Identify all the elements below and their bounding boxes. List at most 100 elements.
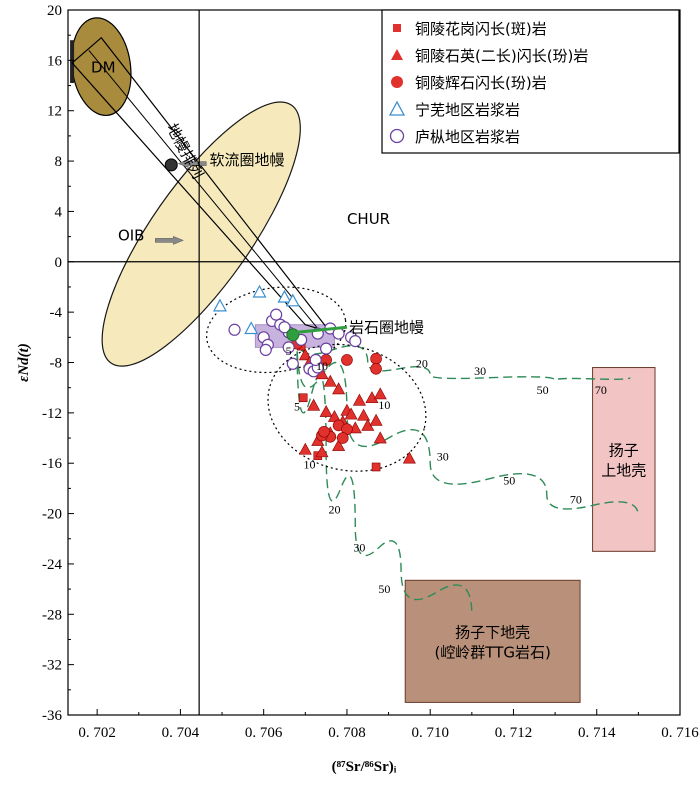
region-扬子上地壳: [592, 367, 656, 552]
xtick-label-0: 0. 702: [78, 725, 116, 741]
xtick-label-5: 0. 712: [495, 725, 533, 741]
region-label-扬子上地壳-1: 上地壳: [601, 461, 646, 479]
point-4-7: [259, 343, 272, 357]
ellipse-tongling: [267, 343, 427, 472]
point-1-18: [369, 413, 383, 426]
legend-marker-0: [393, 24, 401, 32]
ytick-label-6: -4: [50, 305, 63, 321]
legend-label-2: 铜陵辉石闪长(玢)岩: [415, 74, 547, 92]
y-axis-label: εNd(t): [16, 343, 32, 382]
inner-label-0: 5: [286, 344, 292, 358]
point-3-1: [252, 284, 267, 298]
xtick-label-4: 0. 710: [411, 725, 449, 741]
point-1-8: [357, 408, 371, 421]
ytick-label-2: 12: [47, 104, 62, 120]
xtick-label-2: 0. 706: [245, 725, 283, 741]
lithospheric-mantle-pointer: [296, 325, 348, 334]
ytick-label-10: -20: [42, 507, 62, 523]
inner-label-4: 10: [303, 457, 315, 471]
data-points-layer: [155, 158, 416, 472]
point-1-19: [344, 407, 358, 420]
region-label-扬子下地壳-1: (崆岭群TTG岩石): [434, 643, 550, 661]
point-3-0: [212, 298, 227, 312]
ytick-label-1: 16: [47, 53, 63, 69]
point-3-2: [277, 289, 292, 303]
xtick-label-3: 0. 708: [328, 725, 366, 741]
legend-box: [381, 9, 680, 154]
point-4-15: [278, 321, 291, 334]
mixing-tick-curve-1-1: 30: [474, 364, 486, 378]
mixing-tick-curve-3-1: 30: [353, 540, 365, 554]
arrow-oib: [155, 236, 184, 245]
point-1-10: [373, 387, 387, 400]
point-1-4: [332, 382, 346, 395]
mixing-tick-curve-2-2: 70: [570, 493, 582, 507]
point-1-24: [315, 445, 329, 458]
ytick-label-9: -16: [42, 456, 62, 472]
mantle-array-band: [71, 36, 332, 334]
axes-layer: 0. 702 0. 704 0. 706 0. 708 0. 710 0. 712 0. 7…: [16, 3, 699, 775]
region-label-扬子上地壳-0: 扬子: [609, 441, 639, 459]
ytick-label-3: 8: [55, 154, 63, 170]
region-扬子下地壳: [404, 579, 581, 703]
ytick-label-13: -32: [42, 658, 62, 674]
point-1-0: [298, 348, 312, 361]
ytick-label-4: 4: [55, 204, 63, 220]
ytick-label-8: -12: [42, 406, 62, 422]
point-1-22: [373, 431, 387, 444]
annotation-2: 岩石圈地幔: [349, 318, 424, 336]
legend-label-1: 铜陵石英(二长)闪长(玢)岩: [415, 47, 588, 65]
point-1-15: [332, 438, 346, 451]
point-4-21: [320, 342, 333, 355]
region-label-DM-0: DM: [91, 59, 116, 77]
point-4-2: [270, 308, 283, 321]
legend-marker-2: [391, 76, 403, 88]
point-1-21: [352, 393, 366, 406]
legend-marker-1: [391, 49, 403, 60]
point-3-3: [285, 293, 300, 307]
point-3-4: [244, 321, 259, 335]
xtick-label-7: 0. 716: [661, 725, 699, 741]
point-2-2: [341, 354, 353, 366]
xtick-label-6: 0. 714: [578, 725, 616, 741]
mixing-curves-layer: 20 30 50 70 30 50 70 20 30 50: [296, 337, 640, 615]
region-OIB: [101, 101, 301, 367]
point-1-16: [298, 442, 312, 455]
point-2-8: [336, 432, 349, 444]
point-4-14: [349, 334, 362, 348]
mixing-tick-curve-1-0: 20: [416, 357, 428, 371]
legend-label-0: 铜陵花岗闪长(斑)岩: [415, 20, 547, 38]
mixing-tick-curve-3-2: 50: [378, 582, 390, 596]
point-4-8: [282, 341, 295, 354]
mixing-curve-3: [296, 337, 473, 615]
dm-dark-edge: [70, 40, 75, 84]
point-0-2: [298, 393, 308, 403]
ytick-label-14: -36: [42, 708, 62, 724]
point-4-0: [228, 323, 241, 336]
point-2-3: [370, 352, 382, 365]
legend-label-3: 宁芜地区岩浆岩: [415, 101, 520, 119]
ytick-label-7: -8: [50, 356, 63, 372]
annotation-3: OIB: [118, 226, 145, 244]
ytick-label-12: -28: [42, 607, 62, 623]
ytick-label-5: 0: [55, 255, 63, 271]
asthenosphere-dot: [164, 158, 178, 172]
inner-label-1: 10: [316, 359, 328, 373]
legend-label-4: 庐枞地区岩浆岩: [415, 128, 520, 146]
point-4-20: [286, 357, 299, 370]
point-0-4: [371, 462, 381, 472]
point-1-3: [323, 374, 337, 387]
annotation-4: CHUR: [347, 210, 390, 228]
point-2-4: [370, 362, 382, 375]
mixing-tick-curve-1-2: 50: [537, 383, 549, 397]
ellipse-ningwu-luzong: [205, 286, 347, 374]
mixing-curve-2: [296, 337, 640, 517]
xtick-label-1: 0. 704: [162, 725, 200, 741]
mixing-tick-curve-2-1: 50: [503, 474, 515, 488]
mantle-array-axis: [88, 49, 319, 329]
inner-label-2: 5: [294, 399, 300, 413]
annotation-1: 软流圈地幔: [210, 151, 285, 169]
point-4-19: [309, 353, 322, 367]
